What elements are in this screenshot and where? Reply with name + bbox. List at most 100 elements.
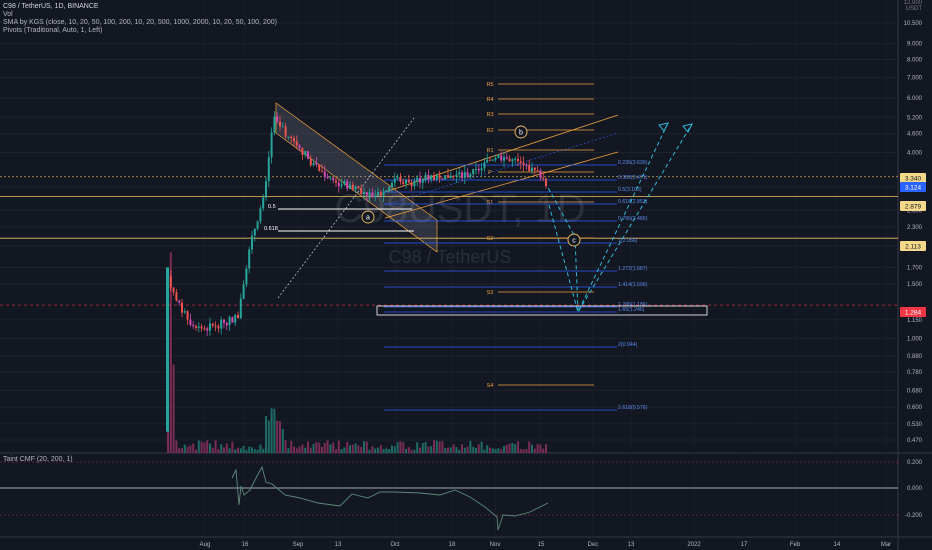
candle-body [410,182,413,187]
price-tick: 0.470 [907,438,923,444]
candle-body [293,138,295,142]
time-tick: 14 [834,542,841,548]
candle-body [388,186,391,191]
volume-bar [416,442,419,453]
volume-bar [545,444,547,453]
volume-bar [301,444,304,453]
fib-label: 0.236(3.639) [618,160,648,166]
volume-bar [195,449,197,453]
candle-body [237,314,239,319]
volume-bar [178,448,181,453]
candle-body [281,126,284,128]
volume-bar [494,448,497,453]
candle-body [287,136,290,138]
candle-body [447,175,449,178]
time-tick: Oct [390,542,400,548]
candle-body [374,196,377,198]
volume-bar [214,440,217,453]
candle-body [511,159,514,162]
volume-bar [480,441,483,453]
price-tag-label: 2.879 [905,204,922,211]
cmf-title[interactable]: Taint CMF (20, 200, 1) [3,456,73,463]
volume-bar [273,408,276,453]
candle-body [354,186,357,190]
price-tick: 0.600 [907,405,923,411]
candle-body [525,164,528,166]
volume-bar [514,444,517,453]
volume-bar [517,441,519,453]
volume-bar [270,408,273,453]
price-tag-label: 3.340 [905,176,922,183]
volume-bar [354,443,357,453]
volume-bar [469,440,472,453]
candle-body [427,174,430,180]
volume-bar [332,442,335,453]
time-axis[interactable]: Aug 16 Sep 13 Oct 18 Nov 15 Dec 13 2022 17 Feb 14 Mar [200,542,892,548]
price-tick: 0.530 [907,422,923,428]
volume-bar [447,447,449,453]
volume-bar [365,441,368,453]
volume-bar [503,445,505,453]
candle-body [253,228,256,236]
price-tag [900,241,926,251]
candle-body [192,324,195,327]
candle-body [477,168,480,171]
candle-body [326,176,329,179]
volume-bar [435,440,438,453]
volume-bar [335,449,337,453]
volume-bar [189,445,192,453]
volume-bar [525,449,528,453]
volume-bar [533,448,536,453]
candle-body [301,147,304,155]
candle-body [522,162,525,165]
price-tick: 8.000 [907,57,923,63]
price-tag-label: 1.284 [905,310,922,317]
volume-bar [242,445,245,453]
volume-bar [433,440,435,453]
volume-bar [427,446,430,453]
price-tick: 7.000 [907,75,923,81]
candle-body [483,162,486,169]
candle-body [239,298,242,319]
candle-body [517,158,519,162]
candle-body [466,172,469,177]
volume-bar [424,442,427,453]
cmf-tick: 0.000 [907,486,923,492]
volume-bar [489,447,491,453]
volume-bar [281,428,284,453]
candle-body [228,317,231,326]
volume-bar [491,448,494,453]
time-tick: Feb [790,542,801,548]
candle-body [200,326,203,329]
candle-body [259,208,262,222]
watermark-name: C98 / TetherUS [389,247,512,267]
candle-body [419,177,421,183]
candle-body [542,177,545,179]
candle-body [472,169,475,175]
candle-body [225,322,228,326]
price-tick: 2.600 [907,208,923,214]
volume-bar [528,441,531,453]
volume-bar [377,447,379,453]
candle-body [519,161,522,163]
volume-bar [206,440,209,453]
vol-indicator[interactable]: Vol [3,11,13,18]
pivots-indicator[interactable]: Pivots (Traditional, Auto, 1, Left) [3,27,103,34]
candle-body [455,174,458,177]
volume-bar [388,448,391,453]
volume-bar [402,442,405,453]
fib-label: 1.65(1.246) [618,307,645,313]
pivot-label: R5 [486,82,493,88]
fib-label: 0.5(3.103) [618,187,642,193]
time-tick: 2022 [687,542,701,548]
wave-marker [361,210,375,224]
price-tag [900,182,926,192]
volume-bar [309,447,312,453]
symbol-title[interactable]: C98 / TetherUS, 1D, BINANCE [3,3,99,10]
candle-body [505,157,508,159]
volume-bar [200,441,203,453]
candles [166,111,547,432]
volume-bar [407,447,410,453]
sma-indicator[interactable]: SMA by KGS (close, 10, 20, 50, 100, 200,… [3,19,277,26]
